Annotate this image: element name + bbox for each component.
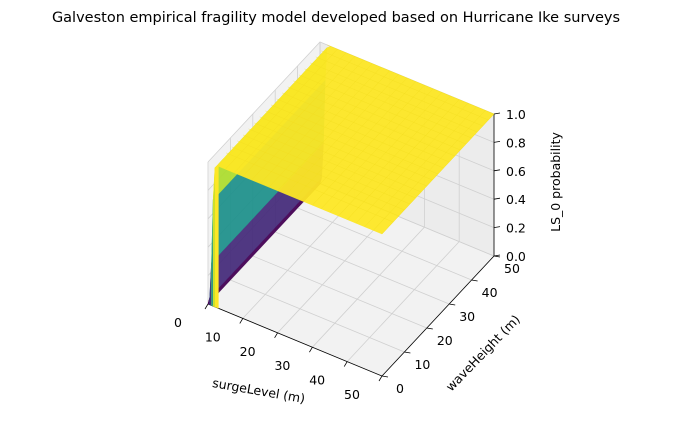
y-tick-label: 50 — [504, 261, 520, 276]
surface-mesh-line — [237, 140, 405, 211]
z-tick-label: 0.2 — [506, 221, 526, 236]
chart-title: Galveston empirical fragility model deve… — [52, 10, 620, 26]
z-tick — [493, 197, 501, 200]
surface-mesh-line — [298, 74, 467, 145]
x-tick — [239, 318, 244, 324]
y-tick — [471, 279, 478, 282]
z-tick — [493, 112, 501, 115]
y-axis-label: waveHeight (m) — [443, 312, 523, 394]
surface-mesh-line — [265, 110, 433, 181]
x-tick — [204, 303, 209, 310]
surface-mesh-line — [242, 134, 411, 205]
surface-mesh-line — [287, 86, 455, 157]
surface-mesh-line — [303, 81, 416, 202]
x-axis-line — [207, 303, 383, 377]
surface-mesh-line — [338, 95, 451, 217]
surface-mesh-line — [373, 110, 486, 231]
surface-mesh-line — [312, 85, 425, 206]
surface-mesh-line — [282, 92, 450, 163]
y-axis-line — [381, 255, 495, 377]
y-tick-label: 10 — [414, 357, 430, 372]
x-tick-label: 40 — [309, 373, 325, 388]
x-tick — [309, 346, 313, 353]
z-tick — [493, 141, 501, 143]
surface-mesh-line — [364, 106, 477, 227]
z-tick-label: 0.4 — [506, 192, 526, 207]
y-tick — [381, 375, 389, 378]
surface-mesh-line — [276, 98, 444, 169]
surface-mesh-line — [310, 62, 478, 133]
z-tick-label: 0.8 — [506, 135, 526, 150]
surface-mesh-line — [355, 103, 469, 224]
x-axis-label: surgeLevel (m) — [211, 375, 306, 406]
x-tick-label: 20 — [240, 344, 256, 359]
y-tick-label: 30 — [459, 309, 475, 324]
y-tick — [404, 351, 411, 354]
x-tick-label: 10 — [205, 329, 221, 344]
y-tick-label: 40 — [482, 285, 498, 300]
surface-mesh-line — [321, 50, 489, 121]
z-tick-label: 0.6 — [506, 164, 526, 179]
surface-ramp-patch — [214, 165, 219, 309]
z-tick — [493, 169, 501, 172]
surface-mesh-line — [259, 116, 427, 187]
surface-mesh-line — [381, 113, 495, 235]
surface-mesh-line — [315, 56, 483, 127]
x-tick — [343, 361, 348, 367]
z-tick-label: 1.0 — [506, 107, 526, 122]
y-tick — [449, 303, 456, 306]
y-tick — [426, 327, 433, 330]
z-tick — [493, 226, 501, 228]
y-tick-label: 0 — [396, 381, 404, 396]
surface-mesh-line — [329, 92, 442, 213]
z-tick-label: 0.0 — [506, 249, 526, 264]
surface-mesh-line — [254, 122, 422, 193]
x-tick-label: 50 — [344, 387, 360, 402]
surface-mesh-line — [326, 44, 495, 115]
surface-mesh-line — [320, 88, 434, 209]
surface-mesh-line — [304, 68, 472, 139]
x-tick-label: 0 — [174, 315, 182, 330]
z-axis-label: LS_0 probability — [548, 132, 563, 232]
surface-mesh-line — [347, 99, 460, 220]
surface-mesh-line — [248, 128, 416, 199]
surface-mesh-line — [270, 104, 439, 175]
x-tick — [274, 332, 278, 339]
x-tick — [378, 375, 383, 382]
y-tick-label: 20 — [437, 333, 453, 348]
z-tick — [493, 254, 501, 257]
x-tick-label: 30 — [274, 358, 290, 373]
surface — [207, 44, 495, 309]
surface-mesh-line — [293, 80, 461, 151]
